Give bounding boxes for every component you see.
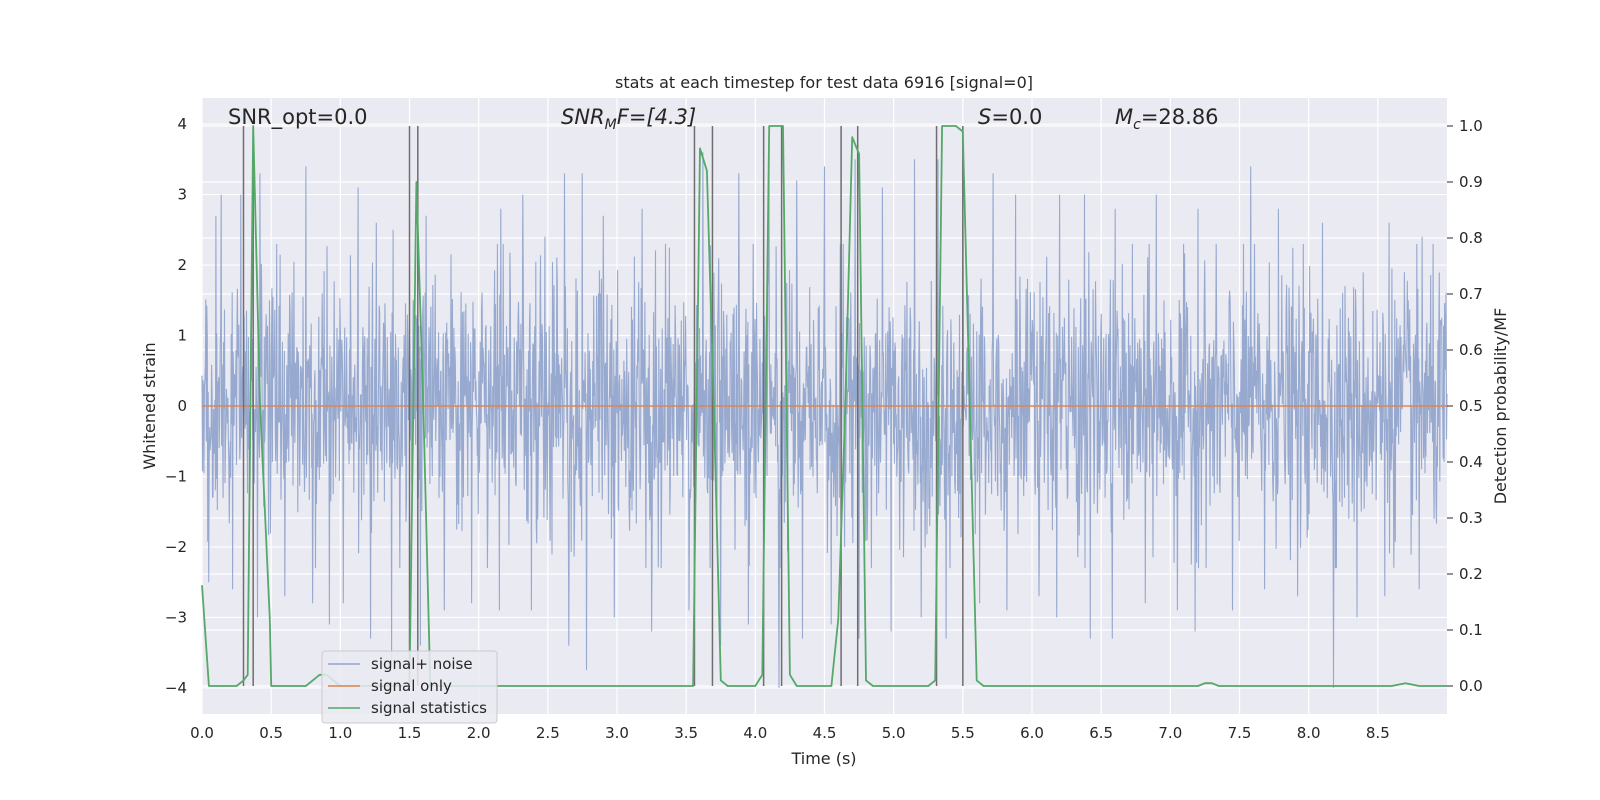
x-tick-label: 4.5: [813, 724, 837, 742]
x-tick-label: 1.0: [328, 724, 352, 742]
annotation-snr-opt: SNR_opt=0.0: [228, 105, 368, 130]
y-left-tick-label: −2: [165, 538, 187, 556]
y-left-tick-label: −3: [165, 608, 187, 626]
legend: signal+ noise signal only signal statist…: [321, 650, 498, 724]
y-right-axis-label: Detection probability/MF: [1491, 308, 1510, 505]
annotation-mc-italic: M: [1115, 105, 1133, 129]
y-left-axis-label: Whitened strain: [140, 342, 159, 469]
y-right-tick-label: 0.5: [1459, 397, 1483, 415]
x-tick-label: 1.5: [398, 724, 422, 742]
y-right-tick-label: 0.4: [1459, 453, 1483, 471]
annotation-snr-mf-sub: M: [605, 117, 617, 133]
x-tick-label: 5.5: [951, 724, 975, 742]
x-tick-label: 6.5: [1089, 724, 1113, 742]
x-tick-label: 4.0: [743, 724, 767, 742]
x-tick-label: 3.5: [674, 724, 698, 742]
legend-box: [321, 650, 498, 724]
legend-label-signal-statistics: signal statistics: [371, 699, 487, 717]
y-left-tick-label: 1: [177, 327, 187, 345]
annotation-s: S=0.0: [978, 105, 1042, 129]
y-right-tick-labels: 0.0 0.1 0.2 0.3 0.4 0.5 0.6 0.7 0.8 0.9 1.0: [1447, 117, 1483, 695]
y-right-tick-label: 0.6: [1459, 341, 1483, 359]
y-left-tick-label: −4: [165, 679, 187, 697]
y-left-tick-label: 0: [177, 397, 187, 415]
annotation-mc: Mc=28.86: [1115, 105, 1219, 133]
x-tick-label: 7.5: [1228, 724, 1252, 742]
annotation-s-italic: S: [978, 105, 991, 129]
signal-statistics-line: [201, 125, 1447, 687]
vertical-marker-lines: [242, 126, 964, 686]
y-right-tick-label: 0.1: [1459, 621, 1483, 639]
y-right-tick-label: 0.3: [1459, 509, 1483, 527]
y-left-tick-label: −1: [165, 467, 187, 485]
y-right-tick-label: 0.7: [1459, 285, 1483, 303]
annotation-snr-mf: SNRMF=[4.3]: [561, 105, 696, 133]
x-tick-label: 0.0: [190, 724, 214, 742]
annotation-s-rest: =0.0: [991, 105, 1042, 129]
annotation-mc-sub: c: [1133, 117, 1141, 133]
y-left-tick-label: 3: [177, 186, 187, 204]
y-left-tick-labels: −4 −3 −2 −1 0 1 2 3 4: [165, 115, 187, 697]
x-tick-label: 8.0: [1297, 724, 1321, 742]
x-tick-label: 5.0: [882, 724, 906, 742]
y-right-tick-label: 0.9: [1459, 173, 1483, 191]
y-left-tick-label: 4: [177, 115, 187, 133]
x-tick-label: 0.5: [259, 724, 283, 742]
y-left-tick-label: 2: [177, 256, 187, 274]
legend-label-signal-only: signal only: [371, 677, 452, 695]
annotation-snr-mf-italic: SNR: [561, 105, 605, 129]
y-right-tick-label: 0.2: [1459, 565, 1483, 583]
x-tick-label: 7.0: [1158, 724, 1182, 742]
legend-label-signal-plus-noise: signal+ noise: [371, 655, 473, 673]
annotation-snr-mf-rest: F=[4.3]: [617, 105, 696, 129]
y-right-tick-label: 0.0: [1459, 677, 1483, 695]
y-right-tick-label: 0.8: [1459, 229, 1483, 247]
y-right-tick-label: 1.0: [1459, 117, 1483, 135]
annotation-mc-rest: =28.86: [1141, 105, 1219, 129]
series-signal-statistics: [201, 125, 1447, 687]
x-tick-label: 3.0: [605, 724, 629, 742]
x-tick-label: 2.5: [536, 724, 560, 742]
x-tick-label: 6.0: [1020, 724, 1044, 742]
x-axis-label: Time (s): [790, 749, 856, 768]
chart-title: stats at each timestep for test data 691…: [615, 73, 1033, 92]
x-tick-labels: 0.0 0.5 1.0 1.5 2.0 2.5 3.0 3.5 4.0 4.5 5.0 5.5 6.0 6…: [190, 724, 1390, 742]
x-tick-label: 8.5: [1366, 724, 1390, 742]
x-tick-label: 2.0: [467, 724, 491, 742]
